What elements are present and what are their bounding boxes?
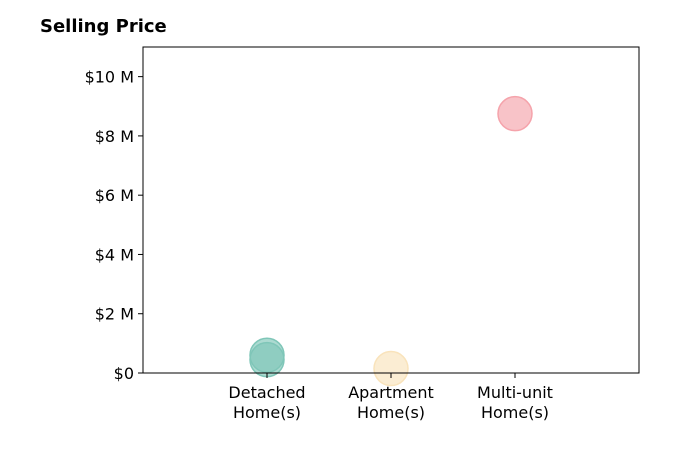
data-point bbox=[249, 341, 285, 378]
y-tick-label: $8 M bbox=[95, 127, 134, 146]
y-tick-label: $2 M bbox=[95, 305, 134, 324]
data-point bbox=[497, 95, 533, 132]
data-point bbox=[373, 350, 409, 387]
x-tick-label: Multi-unit Home(s) bbox=[477, 383, 553, 422]
y-tick-label: $4 M bbox=[95, 245, 134, 264]
chart-title: Selling Price bbox=[40, 16, 167, 37]
y-tick-label: $0 bbox=[114, 364, 134, 383]
x-tick-label: Apartment Home(s) bbox=[348, 383, 434, 422]
y-tick-label: $10 M bbox=[85, 68, 134, 87]
x-tick-label: Detached Home(s) bbox=[228, 383, 305, 422]
y-tick-label: $6 M bbox=[95, 186, 134, 205]
plot-frame bbox=[142, 46, 640, 374]
